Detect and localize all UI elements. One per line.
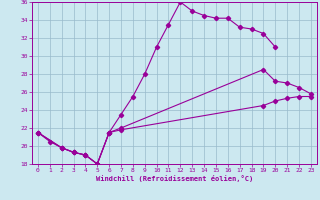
X-axis label: Windchill (Refroidissement éolien,°C): Windchill (Refroidissement éolien,°C) [96,175,253,182]
